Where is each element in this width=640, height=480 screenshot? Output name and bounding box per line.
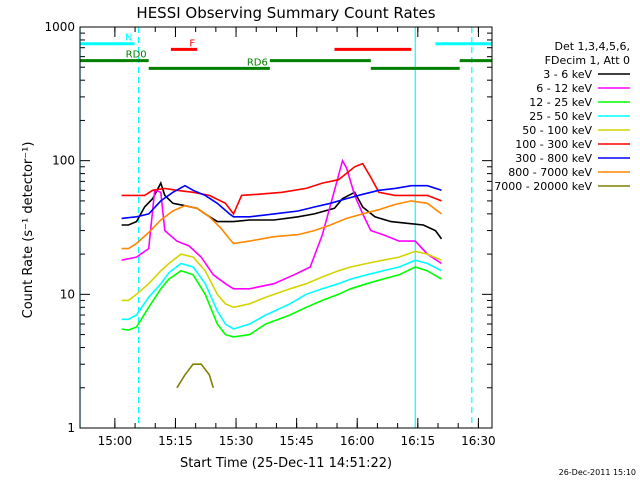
legend-label: 100 - 300 keV [515,138,592,151]
footer-timestamp: 26-Dec-2011 15:10 [559,468,636,477]
annotation-layer: N F RD0 RD6 [80,33,492,70]
legend-header: FDecim 1, Att 0 [545,54,630,67]
legend-label: 50 - 100 keV [522,124,592,137]
y-tick-label: 100 [52,154,75,168]
legend-label: 3 - 6 keV [543,68,592,81]
series-line [121,266,442,338]
x-axis-label: Start Time (25-Dec-11 14:51:22) [180,456,392,471]
chart-title: HESSI Observing Summary Count Rates [136,4,435,22]
axis-ticks [80,26,492,429]
flag-label: RD6 [247,57,268,68]
legend: Det 1,3,4,5,6,FDecim 1, Att 03 - 6 keV6 … [494,40,630,193]
series-line [121,184,442,220]
x-tick-label: 15:30 [219,434,254,448]
x-tick-label: 16:00 [340,434,375,448]
flag-label: N [125,33,132,44]
series-line [176,363,215,389]
legend-label: 7000 - 20000 keV [494,180,592,193]
legend-header: Det 1,3,4,5,6, [554,40,630,53]
series-line [121,158,442,290]
legend-label: 25 - 50 keV [529,110,592,123]
vertical-markers [80,27,473,428]
y-tick-label: 1000 [44,20,75,34]
series-line [121,181,443,240]
legend-label: 800 - 7000 keV [508,166,592,179]
x-tick-labels: 15:00 15:15 15:30 15:45 16:00 16:15 16:30 [98,434,496,448]
legend-label: 12 - 25 keV [529,96,592,109]
legend-label: 6 - 12 keV [536,82,592,95]
y-tick-label: 1 [67,421,75,435]
plot-frame [79,26,493,429]
series-line [121,250,442,309]
y-tick-label: 10 [60,287,75,301]
series-line [121,162,442,216]
legend-label: 300 - 800 keV [515,152,592,165]
y-tick-labels: 1 10 100 1000 [44,20,75,435]
x-tick-label: 15:15 [158,434,193,448]
series-line [121,200,442,250]
series-layer [121,158,443,389]
series-line [121,259,442,330]
x-tick-label: 15:00 [98,434,133,448]
y-axis-label: Count Rate (s⁻¹ detector⁻¹) [21,142,36,319]
x-tick-label: 15:45 [279,434,314,448]
x-tick-label: 16:30 [461,434,496,448]
x-tick-label: 16:15 [401,434,436,448]
flag-label: F [189,38,195,49]
flag-label: RD0 [126,50,147,61]
